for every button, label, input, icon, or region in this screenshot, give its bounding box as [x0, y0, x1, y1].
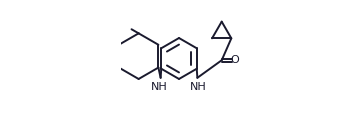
Text: O: O [230, 55, 239, 65]
Text: NH: NH [190, 82, 207, 92]
Text: NH: NH [151, 82, 168, 92]
